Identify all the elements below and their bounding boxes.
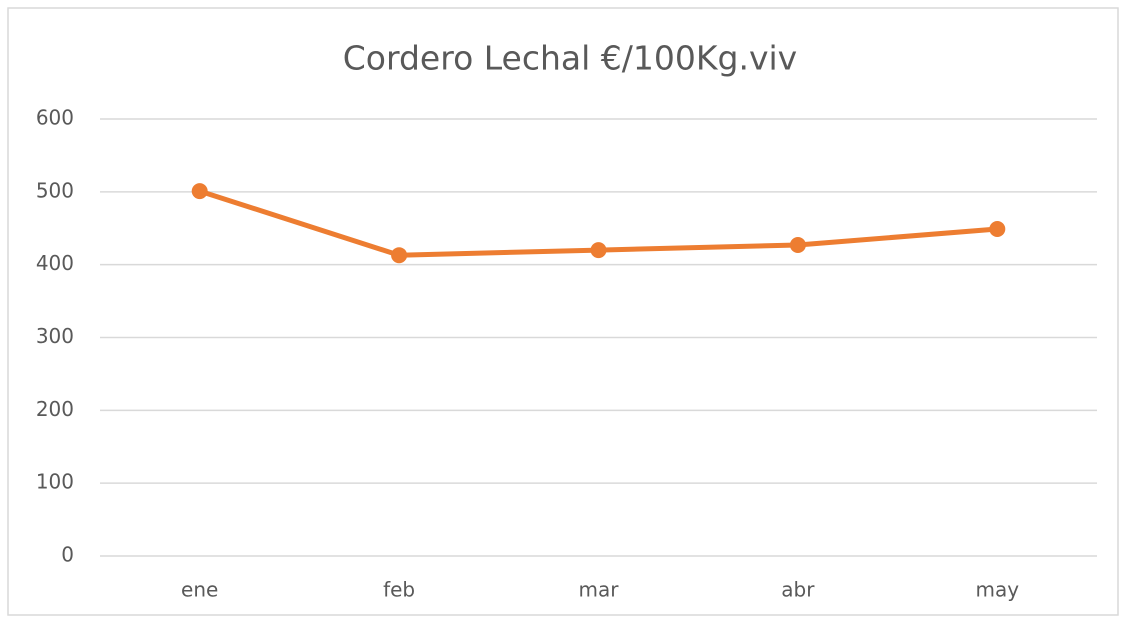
point-marker [989,220,1006,237]
y-tick-label: 100 [36,470,74,494]
y-tick-label: 400 [36,251,74,275]
point-marker [789,237,806,254]
x-tick-label: abr [781,578,815,602]
point-marker [391,247,408,264]
x-tick-label: ene [181,578,218,602]
y-tick-label: 500 [36,178,74,202]
x-tick-label: mar [579,578,620,602]
chart-frame [7,7,1119,616]
chart-title: Cordero Lechal €/100Kg.viv [343,39,797,78]
y-tick-label: 200 [36,397,74,421]
y-tick-label: 0 [61,543,74,567]
y-tick-label: 600 [36,106,74,130]
x-tick-label: feb [383,578,415,602]
point-marker [191,183,208,200]
y-tick-label: 300 [36,324,74,348]
x-tick-label: may [976,578,1020,602]
point-marker [590,242,607,259]
